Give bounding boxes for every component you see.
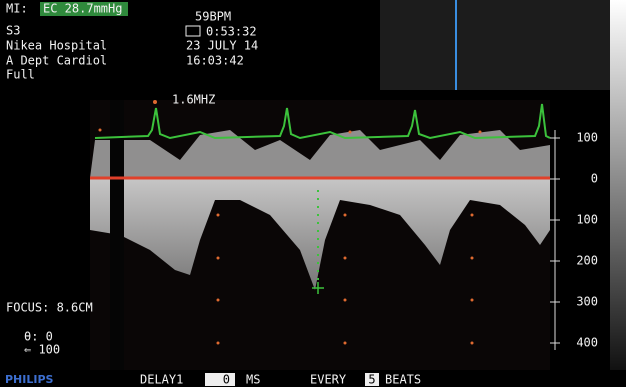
every-label: EVERY: [310, 373, 347, 387]
mi-label: MI:: [6, 2, 28, 16]
frequency: 1.6MHZ: [172, 93, 215, 107]
beats-label: BEATS: [385, 373, 421, 387]
angle: θ: 0: [24, 330, 53, 344]
focus: FOCUS: 8.6CM: [6, 301, 93, 315]
mode: Full: [6, 68, 35, 82]
gray-bar: [610, 0, 626, 370]
ultrasound-screen: MI: EC 28.7mmHg S3 Nikea Hospital A Dept…: [0, 0, 626, 387]
dark-band: [110, 100, 124, 370]
brand: PHILIPS: [5, 373, 54, 386]
scale-label: 0: [591, 172, 598, 186]
scale-label: 200: [576, 254, 598, 268]
scale-label: 400: [576, 336, 598, 350]
delay-unit: MS: [246, 373, 260, 387]
scale-label: 300: [576, 295, 598, 309]
heart-rate: 59BPM: [195, 10, 231, 24]
date: 23 JULY 14: [186, 39, 258, 53]
pressure: EC 28.7mmHg: [43, 2, 122, 16]
hospital: Nikea Hospital: [6, 39, 107, 53]
department: A Dept Cardiol: [6, 54, 107, 68]
delay-label: DELAY1: [140, 373, 183, 387]
probe: S3: [6, 24, 20, 38]
2d-view: [380, 0, 610, 90]
delay-box[interactable]: [205, 373, 235, 386]
scale-label: 100: [576, 131, 598, 145]
delay-value[interactable]: 0: [223, 373, 230, 387]
zoom: ⇐ 100: [24, 343, 60, 357]
every-value[interactable]: 5: [368, 373, 375, 387]
elapsed: 0:53:32: [206, 25, 257, 39]
scale-label: 100: [576, 213, 598, 227]
time: 16:03:42: [186, 54, 244, 68]
